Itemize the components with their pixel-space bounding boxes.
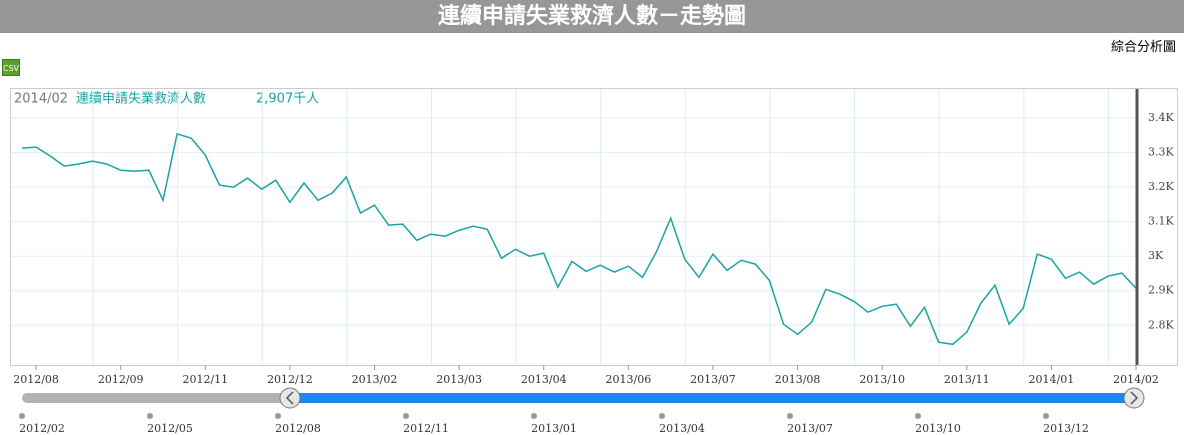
navigator-label: 2012/11 (403, 422, 449, 435)
x-tick-label: 2013/10 (859, 373, 905, 386)
handle-arrow (285, 391, 294, 405)
handle-arrow (1130, 391, 1139, 405)
x-tick-label: 2014/01 (1029, 373, 1075, 386)
navigator-label: 2013/04 (659, 422, 705, 435)
navigator-dot (19, 413, 25, 419)
navigator-dot (915, 413, 921, 419)
x-tick-label: 2013/04 (521, 373, 567, 386)
x-tick-label: 2013/03 (436, 373, 482, 386)
navigator-label: 2012/08 (275, 422, 321, 435)
series-line (21, 132, 1137, 346)
readout-value: 2,907千人 (256, 92, 319, 107)
navigator-label: 2013/07 (787, 422, 833, 435)
y-tick-label: 3K (1148, 249, 1164, 262)
x-tick-label: 2012/08 (13, 373, 59, 386)
navigator-dot (531, 413, 537, 419)
navigator-handle[interactable] (279, 387, 301, 409)
y-tick-label: 3.2K (1148, 180, 1174, 193)
navigator-label: 2012/05 (147, 422, 193, 435)
navigator-label: 2013/01 (531, 422, 577, 435)
navigator-dot (787, 413, 793, 419)
readout-series: 連續申請失業救濟人數 (76, 91, 206, 107)
navigator-dot (147, 413, 153, 419)
x-tick-label: 2012/11 (182, 373, 228, 386)
navigator-label: 2013/12 (1043, 422, 1089, 435)
navigator-dot (1043, 413, 1049, 419)
navigator-selection (290, 393, 1135, 403)
plot-frame (10, 88, 1178, 366)
navigator-track (22, 393, 290, 403)
x-tick-label: 2013/07 (690, 373, 736, 386)
navigator-handle[interactable] (1123, 387, 1145, 409)
y-tick-label: 2.9K (1148, 284, 1174, 297)
x-tick-label: 2012/09 (98, 373, 144, 386)
x-tick-label: 2013/02 (352, 373, 398, 386)
navigator-label: 2012/02 (19, 422, 65, 435)
y-tick-label: 3.3K (1148, 146, 1174, 159)
x-tick-label: 2013/06 (606, 373, 652, 386)
page-title: 連續申請失業救濟人數－走勢圖 (0, 0, 1184, 33)
x-tick-label: 2014/02 (1113, 373, 1159, 386)
readout-date: 2014/02 (14, 92, 68, 107)
navigator-dot (403, 413, 409, 419)
x-tick-label: 2013/11 (944, 373, 990, 386)
x-tick-label: 2012/12 (267, 373, 313, 386)
x-tick-label: 2013/08 (775, 373, 821, 386)
y-tick-label: 3.4K (1148, 111, 1174, 124)
navigator-dot (659, 413, 665, 419)
csv-button[interactable]: CSV (2, 59, 20, 76)
y-tick-label: 2.8K (1148, 318, 1174, 331)
y-tick-label: 3.1K (1148, 215, 1174, 228)
navigator-dot (275, 413, 281, 419)
navigator-label: 2013/10 (915, 422, 961, 435)
analysis-link[interactable]: 綜合分析圖 (1110, 40, 1176, 55)
